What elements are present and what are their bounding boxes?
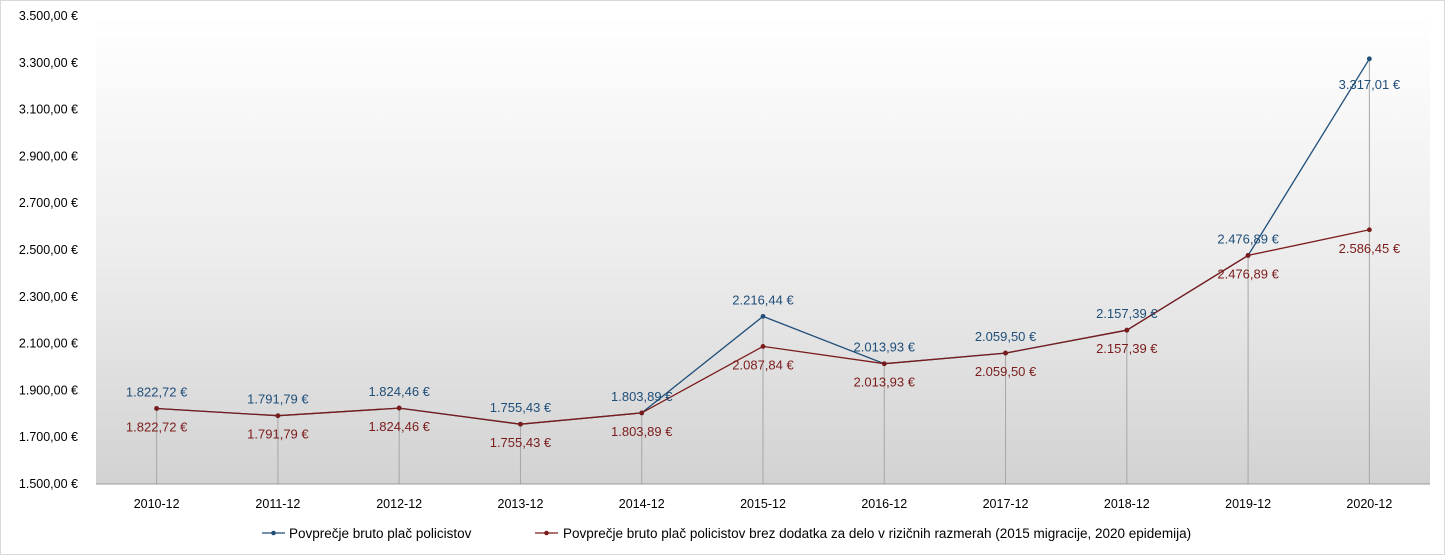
series-2-point [639,410,645,416]
data-label-series-1: 1.824,46 € [368,384,430,399]
y-tick-label: 1.500,00 € [19,477,78,491]
y-tick-label: 3.500,00 € [19,9,78,23]
data-label-series-2: 2.059,50 € [975,364,1037,379]
data-label-series-2: 1.803,89 € [611,424,673,439]
data-label-series-1: 1.822,72 € [126,384,188,399]
legend-label-series-1: Povprečje bruto plač policistov [289,526,472,541]
y-tick-label: 2.300,00 € [19,290,78,304]
y-tick-label: 3.300,00 € [19,56,78,70]
series-1-point [760,313,766,319]
data-label-series-2: 2.087,84 € [732,357,794,372]
legend-marker-series-1 [271,530,276,536]
series-2-point [396,405,402,411]
series-2-point [1366,227,1372,233]
series-2-point [518,421,523,427]
data-label-series-1: 1.755,43 € [490,400,552,415]
series-layer [154,56,1372,427]
legend-item-series-1: Povprečje bruto plač policistov [262,526,472,541]
legend-marker-series-2 [544,530,549,536]
y-tick-label: 2.700,00 € [19,196,78,210]
x-tick-label: 2016-12 [861,497,907,511]
data-labels: 1.822,72 € 1.791,79 € 1.824,46 € 1.755,43 €… [126,77,1401,450]
x-tick-label: 2019-12 [1225,497,1271,511]
legend-label-series-2: Povprečje bruto plač policistov brez dod… [563,526,1191,541]
data-label-series-1: 2.013,93 € [854,340,916,355]
y-tick-label: 3.100,00 € [19,103,78,117]
x-tick-label: 2017-12 [983,497,1029,511]
data-label-series-2: 1.791,79 € [247,427,309,442]
data-label-series-1: 2.059,50 € [975,329,1037,344]
data-label-series-1: 2.157,39 € [1096,306,1158,321]
series-2-point [760,344,766,349]
series-2-point [154,406,160,411]
data-label-series-2: 2.157,39 € [1096,341,1158,356]
data-label-series-1: 2.476,89 € [1217,231,1279,246]
y-tick-label: 2.500,00 € [19,243,78,257]
y-tick-label: 2.900,00 € [19,149,78,163]
data-label-series-2: 2.586,45 € [1339,241,1401,256]
data-label-series-1: 1.791,79 € [247,392,309,407]
y-tick-label: 1.900,00 € [19,383,78,397]
series-1-point [1366,56,1372,62]
series-2-point [1003,350,1008,356]
x-tick-label: 2014-12 [619,497,665,511]
series-2-point [1124,327,1130,333]
data-label-series-2: 1.822,72 € [126,419,188,434]
data-label-series-2: 2.476,89 € [1217,266,1279,281]
y-axis: 1.500,00 € 1.700,00 € 1.900,00 € 2.100,00 €… [19,9,78,491]
x-tick-label: 2012-12 [376,497,422,511]
x-tick-label: 2020-12 [1346,497,1392,511]
data-label-series-1: 1.803,89 € [611,389,673,404]
y-tick-label: 2.100,00 € [19,337,78,351]
series-2-point [881,361,887,367]
legend-item-series-2: Povprečje bruto plač policistov brez dod… [535,526,1191,541]
series-2-point [275,413,281,419]
x-tick-label: 2010-12 [134,497,180,511]
data-label-series-1: 2.216,44 € [732,292,794,307]
data-label-series-2: 1.824,46 € [368,419,430,434]
data-label-series-2: 1.755,43 € [490,435,552,450]
x-axis: 2010-12 2011-12 2012-12 2013-12 2014-12 2015-… [134,497,1393,511]
x-tick-label: 2018-12 [1104,497,1150,511]
y-tick-label: 1.700,00 € [19,430,78,444]
x-tick-label: 2013-12 [498,497,544,511]
x-tick-label: 2015-12 [740,497,786,511]
series-2-point [1245,253,1251,258]
legend: Povprečje bruto plač policistov Povprečj… [262,526,1191,541]
data-label-series-1: 3.317,01 € [1339,77,1401,92]
data-label-series-2: 2.013,93 € [854,375,916,390]
x-tick-label: 2011-12 [255,497,300,511]
